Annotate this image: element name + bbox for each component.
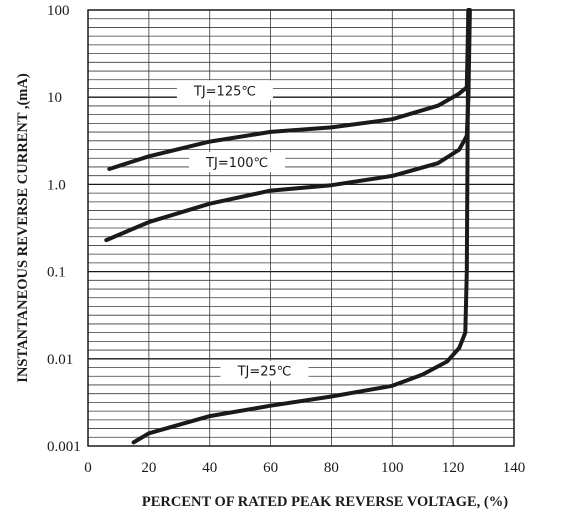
x-tick-label: 140 xyxy=(503,460,526,476)
series-label-3: TJ=25℃ xyxy=(237,365,292,380)
x-axis-label: PERCENT OF RATED PEAK REVERSE VOLTAGE, (… xyxy=(142,494,508,510)
x-tick-label: 120 xyxy=(442,460,465,476)
y-tick-label: 10 xyxy=(47,90,62,106)
y-tick-label: 100 xyxy=(47,3,70,19)
series-line-3 xyxy=(131,8,471,445)
plot-frame xyxy=(87,9,515,447)
y-tick-label: 0.001 xyxy=(47,439,81,455)
y-tick-label: 0.1 xyxy=(47,265,66,281)
curve-label-bg xyxy=(220,360,309,381)
x-tick-label: 40 xyxy=(202,460,217,476)
x-tick-label: 60 xyxy=(263,460,278,476)
y-tick-label: 1.0 xyxy=(47,177,66,193)
x-tick-label: 20 xyxy=(141,460,156,476)
curve-label-bg xyxy=(176,80,273,101)
curve-label-bg xyxy=(189,152,286,173)
y-tick-label: 0.01 xyxy=(47,352,73,368)
series-label-1: TJ=125℃ xyxy=(193,84,256,99)
x-tick-label: 0 xyxy=(84,460,92,476)
series-line-1 xyxy=(107,8,471,171)
x-tick-label: 80 xyxy=(324,460,339,476)
series-label-2: TJ=100℃ xyxy=(205,156,268,171)
y-axis-label: INSTANTANEOUS REVERSE CURRENT ,(mA) xyxy=(15,73,31,383)
x-tick-label: 100 xyxy=(381,460,404,476)
